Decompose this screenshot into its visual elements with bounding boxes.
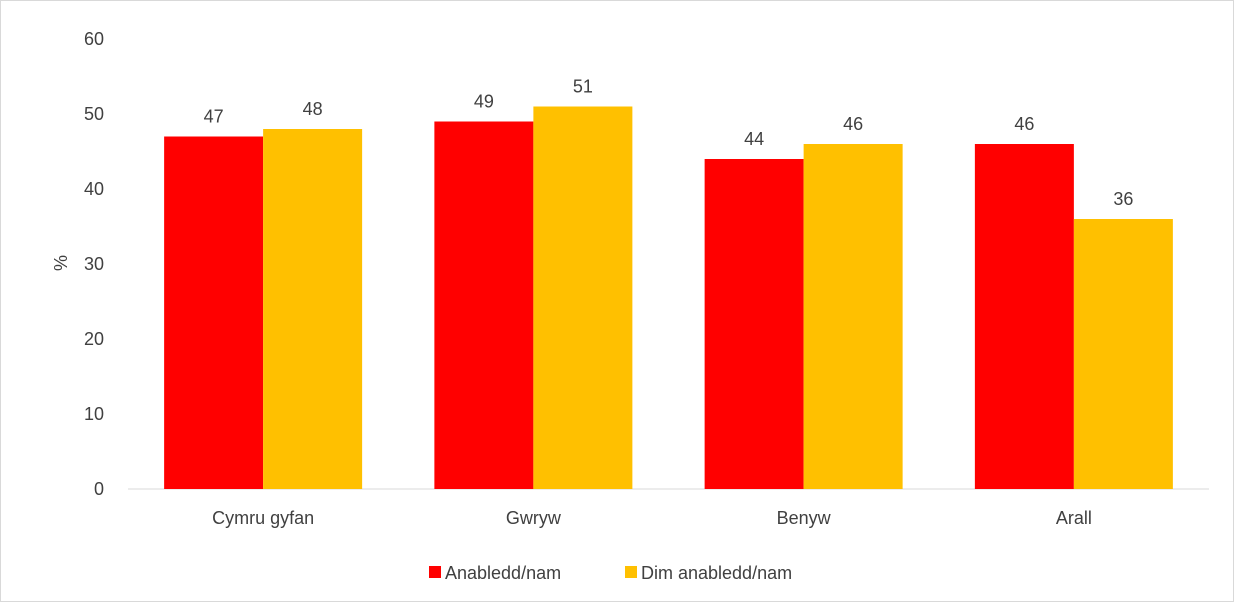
data-label: 49 (474, 92, 494, 112)
y-tick-label: 40 (84, 179, 104, 199)
data-label: 36 (1113, 189, 1133, 209)
x-category-label: Benyw (777, 508, 832, 528)
data-label: 47 (204, 107, 224, 127)
legend-swatch (625, 566, 637, 578)
label-layer: Cymru gyfan 47 48 Gwryw 49 51 Benyw 44 46 Arall 46… (204, 77, 1134, 529)
bar-dim-anabledd (1073, 219, 1173, 489)
y-tick-label: 50 (84, 104, 104, 124)
bar-anabledd (164, 136, 264, 489)
data-label: 46 (843, 114, 863, 134)
data-label: 44 (744, 129, 764, 149)
bar-layer (164, 106, 1173, 489)
legend-swatch (429, 566, 441, 578)
x-category-label: Arall (1056, 508, 1092, 528)
bar-anabledd (704, 159, 804, 489)
bar-anabledd (974, 144, 1074, 489)
bar-dim-anabledd (533, 106, 633, 489)
y-tick-label: 10 (84, 404, 104, 424)
bar-dim-anabledd (803, 144, 903, 489)
bar-anabledd (434, 121, 534, 489)
y-tick-label: 30 (84, 254, 104, 274)
data-label: 46 (1014, 114, 1034, 134)
data-label: 48 (303, 99, 323, 119)
y-tick-label: 60 (84, 29, 104, 49)
y-tick-label: 20 (84, 329, 104, 349)
legend-label: Dim anabledd/nam (641, 563, 792, 583)
x-category-label: Cymru gyfan (212, 508, 314, 528)
legend: Anabledd/nam Dim anabledd/nam (429, 563, 792, 583)
bar-dim-anabledd (263, 129, 363, 489)
y-axis-title: % (51, 255, 71, 271)
x-category-label: Gwryw (506, 508, 562, 528)
y-tick-label: 0 (94, 479, 104, 499)
legend-label: Anabledd/nam (445, 563, 561, 583)
data-label: 51 (573, 77, 593, 97)
